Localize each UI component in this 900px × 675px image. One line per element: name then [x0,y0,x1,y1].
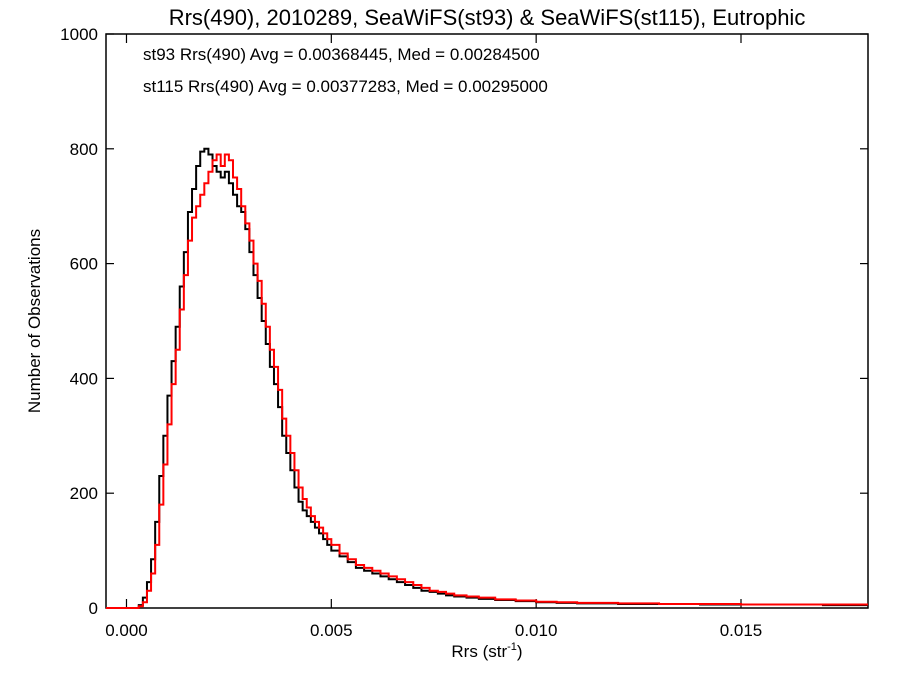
y-tick-label: 800 [70,140,98,159]
y-tick-label: 600 [70,255,98,274]
x-axis-label: Rrs (str-1) [451,641,522,661]
x-axis: 0.000 0.005 0.010 0.015 [105,34,762,640]
x-tick-label: 0.010 [515,621,558,640]
series-layer [106,147,868,609]
chart-title: Rrs(490), 2010289, SeaWiFS(st93) & SeaWi… [169,5,806,30]
x-axis-label-main: Rrs (str [451,642,507,661]
x-tick-label: 0.005 [310,621,353,640]
legend-entry-st93: st93 Rrs(490) Avg = 0.00368445, Med = 0.… [143,45,540,64]
y-axis: 0 200 400 600 800 1000 [60,25,868,618]
series-line-st93 [106,147,868,609]
y-tick-label: 1000 [60,25,98,44]
x-tick-label: 0.015 [720,621,763,640]
x-axis-label-sup: -1 [507,641,517,653]
legend-entry-st115: st115 Rrs(490) Avg = 0.00377283, Med = 0… [143,77,548,96]
plot-frame [105,33,869,609]
y-tick-label: 400 [70,369,98,388]
x-tick-label: 0.000 [105,621,148,640]
y-axis-label: Number of Observations [25,229,44,413]
series-line-st115 [106,153,868,609]
x-axis-label-close: ) [517,642,523,661]
y-tick-label: 200 [70,484,98,503]
y-tick-label: 0 [89,599,98,618]
